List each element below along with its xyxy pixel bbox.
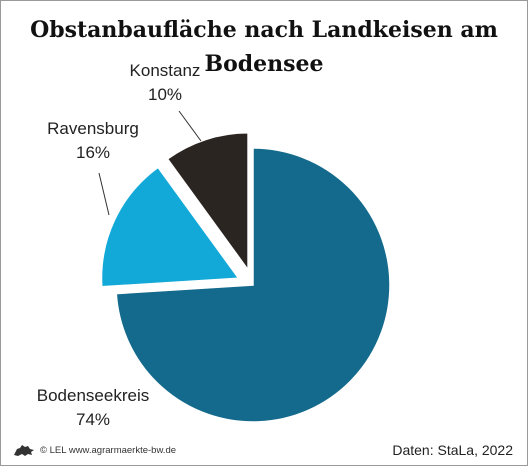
slice-label-bodenseekreis: Bodenseekreis [37, 386, 149, 405]
slice-label-ravensburg: Ravensburg [47, 119, 139, 138]
leader-line-konstanz [178, 110, 202, 142]
slice-label-konstanz: Konstanz [130, 61, 201, 80]
footer-publisher: © LEL www.agrarmaerkte-bw.de [13, 443, 176, 457]
leader-line-ravensburg [98, 172, 110, 216]
lion-icon [14, 445, 34, 456]
slice-value-ravensburg: 16% [76, 143, 110, 162]
slice-value-bodenseekreis: 74% [76, 410, 110, 429]
pie-slice-ravensburg [100, 166, 240, 288]
pie-slice-bodenseekreis [115, 147, 391, 423]
pie-slice-konstanz [166, 132, 249, 273]
chart-title: Obstanbaufläche nach Landkeisen am Boden… [30, 17, 498, 77]
publisher-text: © LEL www.agrarmaerkte-bw.de [40, 444, 177, 456]
data-source: Daten: StaLa, 2022 [392, 442, 513, 458]
slice-value-konstanz: 10% [148, 85, 182, 104]
